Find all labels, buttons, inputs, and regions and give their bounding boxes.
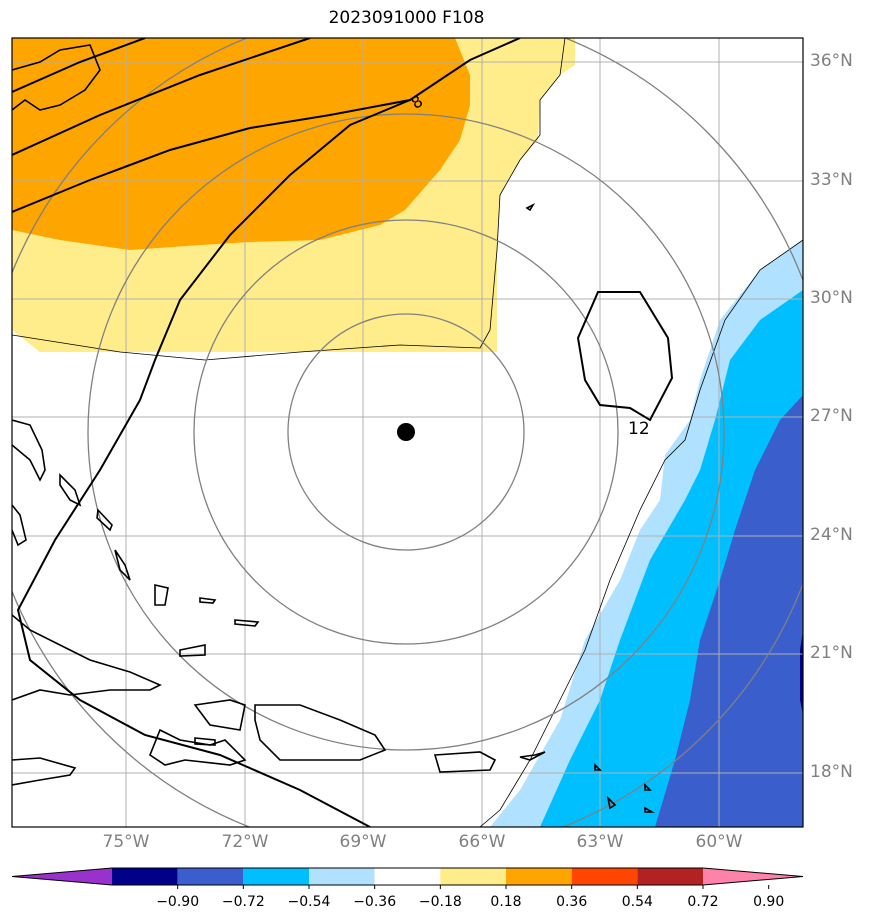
florida-coast-2 [12,504,27,547]
colorbar-tick-label: 0.54 [621,894,653,910]
colorbar [11,867,804,889]
lat-label: 33°N [810,170,853,190]
contour-label-12: 12 [628,419,650,439]
colorbar-swatch [177,868,244,885]
caribbean-west [12,757,77,786]
haiti-west [193,699,246,731]
colorbar-outline [11,867,804,886]
storm-center-marker [397,423,415,441]
cuba-south [149,728,247,766]
colorbar-extend-high [703,868,803,885]
colorbar-tick-label: −0.72 [221,894,265,910]
colorbar-swatch [440,868,506,885]
coastlines [12,44,656,813]
negative-anomaly-navy [800,630,803,715]
lesser-antilles-4 [644,806,656,813]
lat-label: 27°N [810,406,853,426]
map-title: 2023091000 F108 [328,8,485,28]
cuba-coast [12,614,162,701]
lesser-antilles-2 [606,795,617,810]
map-area: 8 12 [12,38,803,827]
lesser-antilles-3 [644,783,652,791]
virgin-islands [519,751,546,761]
bahamas-5 [199,597,217,604]
bahamas-2 [96,508,113,532]
colorbar-swatch [374,868,441,885]
map-frame [11,37,804,828]
lon-label: 63°W [576,832,624,852]
gridlines [12,38,803,827]
colorbar-tick-label: −0.90 [156,894,200,910]
range-rings [12,38,803,827]
lat-label: 36°N [810,51,853,71]
bold-contours [12,38,674,827]
bahamas-4 [154,583,169,606]
lon-label: 72°W [221,832,269,852]
contour-12 [576,291,674,422]
colorbar-swatch [506,868,572,885]
colorbar-tick-label: −0.54 [287,894,331,910]
lesser-antilles-1 [594,763,602,771]
lon-label: 66°W [458,832,506,852]
lat-label: 21°N [810,643,853,663]
colorbar-tick-label: −0.36 [353,894,397,910]
bahamas-7 [179,644,206,657]
bermuda [525,203,536,212]
colorbar-tick-label: 0.90 [753,894,785,910]
lon-label: 75°W [102,832,150,852]
colorbar-tick-label: −0.18 [418,894,462,910]
colorbar-tick-label: 0.18 [490,894,522,910]
colorbar-swatch [309,868,375,885]
zero-contour-line [12,38,566,361]
bahamas-3 [114,549,131,581]
bahamas-6 [234,619,260,627]
colorbar-swatch [112,868,178,885]
contour-8 [12,38,521,213]
lat-label: 18°N [810,762,853,782]
lat-label: 30°N [810,288,853,308]
puerto-rico-coast [433,751,497,773]
lon-label: 69°W [339,832,387,852]
us-east-coast [12,44,101,111]
colorbar-tick-label: 0.72 [687,894,719,910]
colorbar-tick-label: 0.36 [556,894,588,910]
negative-anomaly-blue [655,395,803,827]
colorbar-swatch [571,868,638,885]
colorbar-swatch [243,868,309,885]
colorbar-swatch [637,868,703,885]
florida-coast [12,419,46,482]
bahamas-1 [59,473,82,507]
lon-label: 60°W [695,832,743,852]
colorbar-extend-low [12,868,112,885]
hispaniola-coast [254,704,387,761]
lat-label: 24°N [810,525,853,545]
